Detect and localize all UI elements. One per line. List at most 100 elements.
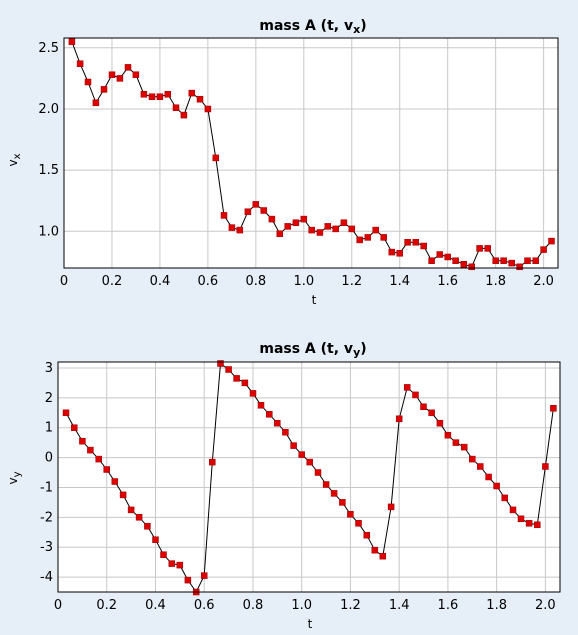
data-point-vy — [460, 443, 468, 451]
plot-area-vy — [57, 361, 561, 593]
data-point-vx — [156, 93, 164, 100]
data-point-vx — [204, 105, 212, 113]
chart-title-vy: mass A (t, vy) — [259, 341, 366, 359]
data-point-vx — [356, 236, 363, 244]
markers-vx — [68, 38, 555, 271]
data-point-vx — [316, 229, 324, 236]
data-point-vy — [452, 439, 460, 446]
x-tick-label: 1.4 — [389, 274, 410, 289]
data-point-vx — [548, 237, 555, 245]
data-point-vx — [124, 64, 132, 71]
x-axis-label-vy: t — [308, 617, 313, 631]
x-tick-labels-vy: 0 0.2 0.4 0.6 0.8 1.0 1.2 1.4 1.6 1.8 2.0 — [54, 598, 556, 613]
data-point-vx — [148, 93, 156, 100]
data-point-vy — [127, 506, 135, 514]
x-tick-label: 0.2 — [96, 598, 117, 613]
data-point-vx — [540, 246, 547, 253]
chart-panel-vx: mass A (t, vx) 0 0.2 0.4 0.6 0.8 1.0 1.2 1.4 1.6… — [6, 18, 559, 307]
data-point-vx — [180, 111, 188, 119]
data-point-vx — [532, 257, 539, 264]
data-point-vy — [266, 411, 273, 418]
data-point-vx — [284, 223, 291, 230]
data-point-vy — [403, 384, 411, 391]
data-point-vx — [500, 257, 507, 264]
data-point-vx — [524, 257, 531, 264]
data-point-vx — [220, 212, 228, 219]
data-point-vy — [379, 552, 387, 560]
data-point-vx — [516, 263, 523, 271]
x-tick-label: 1.6 — [438, 598, 459, 613]
data-point-vx — [444, 253, 451, 261]
data-point-vy — [200, 572, 208, 579]
data-point-vy — [71, 424, 78, 431]
data-point-vy — [160, 551, 167, 558]
data-point-vx — [268, 215, 276, 223]
data-point-vy — [176, 561, 184, 569]
data-point-vx — [372, 226, 379, 234]
data-point-vx — [468, 263, 475, 271]
plot-frame-vy — [57, 361, 561, 593]
data-point-vx — [116, 75, 124, 82]
y-tick-labels-vx: 1.0 1.5 2.0 2.5 — [38, 41, 59, 240]
x-tick-label: 2.0 — [533, 274, 554, 289]
data-point-vy — [298, 451, 305, 458]
data-point-vx — [260, 207, 268, 214]
data-point-vy — [217, 360, 224, 367]
data-point-vy — [501, 494, 508, 502]
data-point-vy — [233, 375, 240, 382]
grid-vy — [58, 362, 560, 592]
data-point-vy — [314, 469, 322, 476]
y-tick-label: 1 — [45, 421, 53, 436]
x-tick-label: 0.6 — [194, 598, 215, 613]
data-point-vy — [412, 391, 419, 399]
y-tick-label: 2 — [45, 391, 53, 406]
x-tick-labels-vx: 0 0.2 0.4 0.6 0.8 1.0 1.2 1.4 1.6 1.8 2.0 — [60, 274, 554, 289]
data-point-vx — [364, 234, 372, 241]
plot-frame-vx — [63, 37, 559, 269]
data-point-vy — [62, 409, 70, 417]
data-point-vy — [111, 478, 119, 485]
data-point-vx — [188, 89, 196, 97]
data-point-vx — [388, 248, 396, 256]
data-point-vx — [324, 223, 332, 230]
y-tick-label: -3 — [40, 540, 53, 555]
data-point-vx — [100, 86, 108, 93]
x-tick-label: 1.6 — [437, 274, 458, 289]
data-point-vx — [380, 234, 387, 241]
y-tick-label: 3 — [45, 361, 53, 376]
data-point-vx — [228, 224, 236, 231]
y-tick-label: 2.0 — [38, 102, 59, 117]
data-point-vy — [485, 473, 492, 481]
data-point-vx — [212, 154, 220, 162]
data-point-vy — [420, 403, 427, 411]
data-point-vy — [371, 546, 379, 554]
data-point-vy — [387, 503, 395, 511]
data-point-vx — [348, 225, 356, 233]
data-point-vy — [241, 379, 249, 387]
y-tick-label: 0 — [45, 451, 53, 466]
data-point-vx — [164, 91, 172, 98]
data-point-vx — [484, 245, 491, 252]
data-point-vx — [252, 201, 260, 208]
data-point-vx — [340, 219, 348, 226]
y-tick-label: 1.5 — [38, 163, 59, 178]
data-point-vx — [420, 242, 427, 250]
data-point-vx — [412, 239, 420, 246]
data-point-vx — [108, 71, 116, 78]
x-tick-label: 0.4 — [150, 274, 171, 289]
data-point-vy — [152, 536, 159, 543]
x-tick-label: 1.0 — [293, 274, 314, 289]
data-point-vy — [517, 515, 525, 523]
data-point-vx — [332, 225, 339, 233]
data-point-vy — [290, 442, 297, 449]
x-tick-label: 0 — [54, 598, 62, 613]
x-tick-label: 1.2 — [341, 274, 362, 289]
data-point-vy — [493, 482, 500, 490]
data-point-vx — [508, 259, 515, 267]
data-point-vx — [276, 230, 284, 237]
data-point-vy — [282, 428, 289, 436]
data-point-vx — [436, 251, 444, 258]
data-point-vy — [550, 405, 557, 412]
data-point-vx — [92, 99, 100, 107]
data-point-vx — [292, 219, 300, 226]
